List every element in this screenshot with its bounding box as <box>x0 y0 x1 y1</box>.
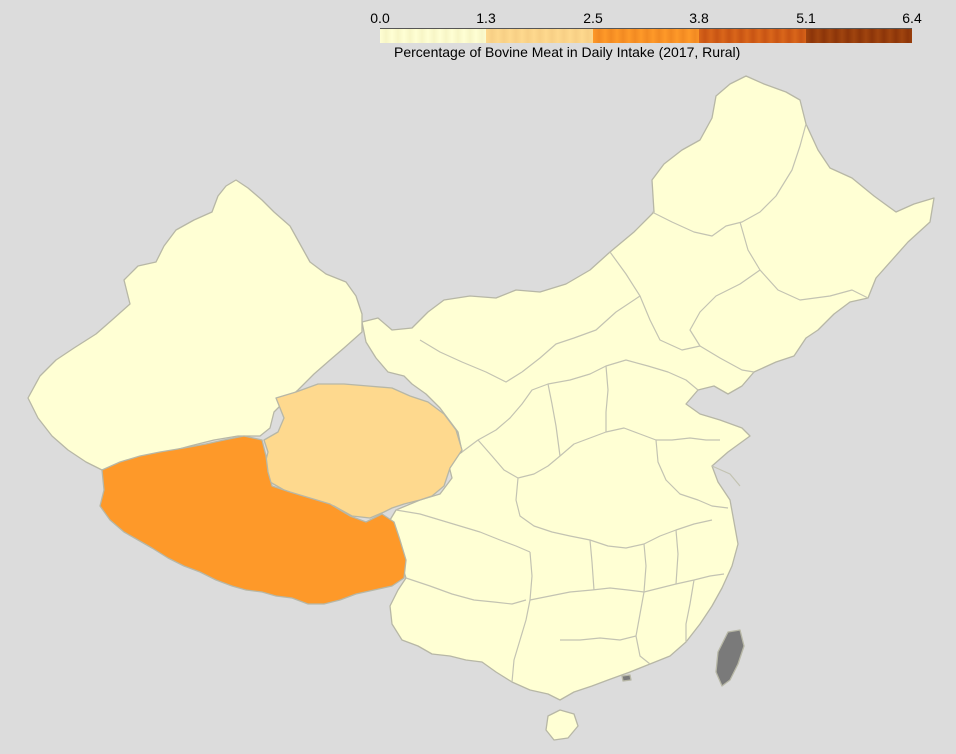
region-hong-kong[interactable] <box>621 674 632 682</box>
legend-tick: 0.0 <box>370 10 390 26</box>
legend-bin-3 <box>699 29 806 43</box>
legend-tick: 3.8 <box>689 10 709 26</box>
legend-bin-1 <box>486 29 593 43</box>
region-hainan[interactable] <box>545 709 579 741</box>
legend-tick: 5.1 <box>796 10 816 26</box>
legend-color-bar <box>380 28 913 43</box>
color-legend: 0.0 1.3 2.5 3.8 5.1 6.4 Percentage of Bo… <box>370 10 921 70</box>
legend-title: Percentage of Bovine Meat in Daily Intak… <box>394 44 741 60</box>
region-rest-of-china[interactable] <box>361 75 935 701</box>
legend-tick: 1.3 <box>476 10 496 26</box>
province-boundaries <box>395 123 869 683</box>
region-taiwan[interactable] <box>715 629 745 687</box>
legend-bin-0 <box>380 29 487 43</box>
legend-bin-2 <box>592 29 700 43</box>
region-tibet[interactable] <box>99 435 407 605</box>
legend-bin-4 <box>805 29 913 43</box>
legend-tick: 2.5 <box>583 10 603 26</box>
legend-tick: 6.4 <box>902 10 922 26</box>
